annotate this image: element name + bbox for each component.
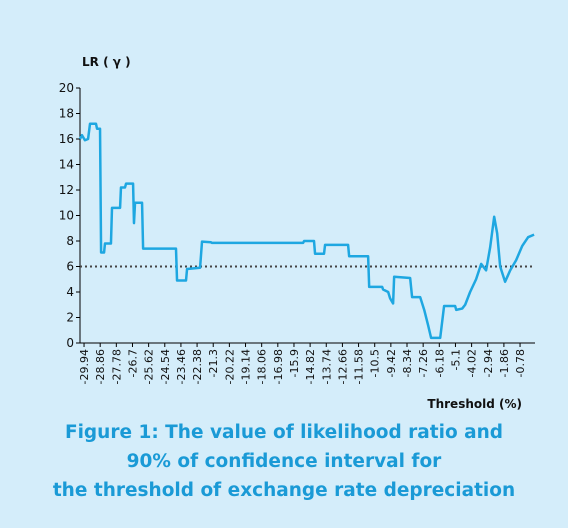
x-tick-label: -26.7 bbox=[126, 349, 139, 377]
data-line bbox=[78, 122, 535, 340]
y-tick-label: 12 bbox=[59, 183, 74, 197]
x-axis-label: Threshold (%) bbox=[427, 397, 522, 411]
chart-title: LR ( γ ) bbox=[82, 55, 131, 69]
y-tick-label: 18 bbox=[59, 107, 74, 121]
x-tick-label: -18.06 bbox=[256, 349, 269, 384]
x-tick-label: -25.62 bbox=[143, 349, 156, 384]
x-tick-label: -14.82 bbox=[304, 349, 317, 384]
x-tick-label: -9.42 bbox=[385, 349, 398, 377]
x-tick-label: -6.18 bbox=[433, 349, 446, 377]
x-tick-label: -23.46 bbox=[175, 349, 188, 384]
caption-line: 90% of confidence interval for bbox=[127, 451, 443, 472]
y-tick-label: 8 bbox=[66, 234, 74, 248]
y-tick-label: 6 bbox=[66, 260, 74, 274]
x-tick-label: -2.94 bbox=[482, 349, 495, 377]
y-tick-label: 16 bbox=[59, 132, 74, 146]
x-tick-label: -28.86 bbox=[94, 349, 107, 384]
x-tick-label: -11.58 bbox=[353, 349, 366, 384]
x-tick-label: -16.98 bbox=[272, 349, 285, 384]
y-tick-label: 20 bbox=[59, 81, 74, 95]
x-tick-label: -13.74 bbox=[320, 349, 333, 384]
x-tick-label: -7.26 bbox=[417, 349, 430, 377]
x-tick-label: -4.02 bbox=[466, 349, 479, 377]
x-tick-label: -0.78 bbox=[514, 349, 527, 377]
x-tick-label: -12.66 bbox=[336, 349, 349, 384]
x-tick-label: -27.78 bbox=[110, 349, 123, 384]
y-tick-label: 14 bbox=[59, 158, 74, 172]
y-tick-label: 2 bbox=[66, 311, 74, 325]
x-tick-label: -19.14 bbox=[240, 349, 253, 384]
y-tick-label: 4 bbox=[66, 285, 74, 299]
x-tick-label: -8.34 bbox=[401, 349, 414, 377]
x-tick-label: -22.38 bbox=[191, 349, 204, 384]
x-tick-label: -20.22 bbox=[223, 349, 236, 384]
x-tick-label: -10.5 bbox=[369, 349, 382, 377]
x-tick-label: -21.3 bbox=[207, 349, 220, 377]
y-tick-label: 0 bbox=[66, 336, 74, 350]
x-tick-label: -29.94 bbox=[78, 349, 91, 384]
caption-line: Figure 1: The value of likelihood ratio … bbox=[65, 422, 503, 443]
x-tick-label: -24.54 bbox=[159, 349, 172, 384]
y-tick-label: 10 bbox=[59, 209, 74, 223]
x-tick-label: -1.86 bbox=[498, 349, 511, 377]
x-tick-label: -5.1 bbox=[449, 349, 462, 370]
x-tick-label: -15.9 bbox=[288, 349, 301, 377]
caption-line: the threshold of exchange rate depreciat… bbox=[53, 480, 515, 501]
